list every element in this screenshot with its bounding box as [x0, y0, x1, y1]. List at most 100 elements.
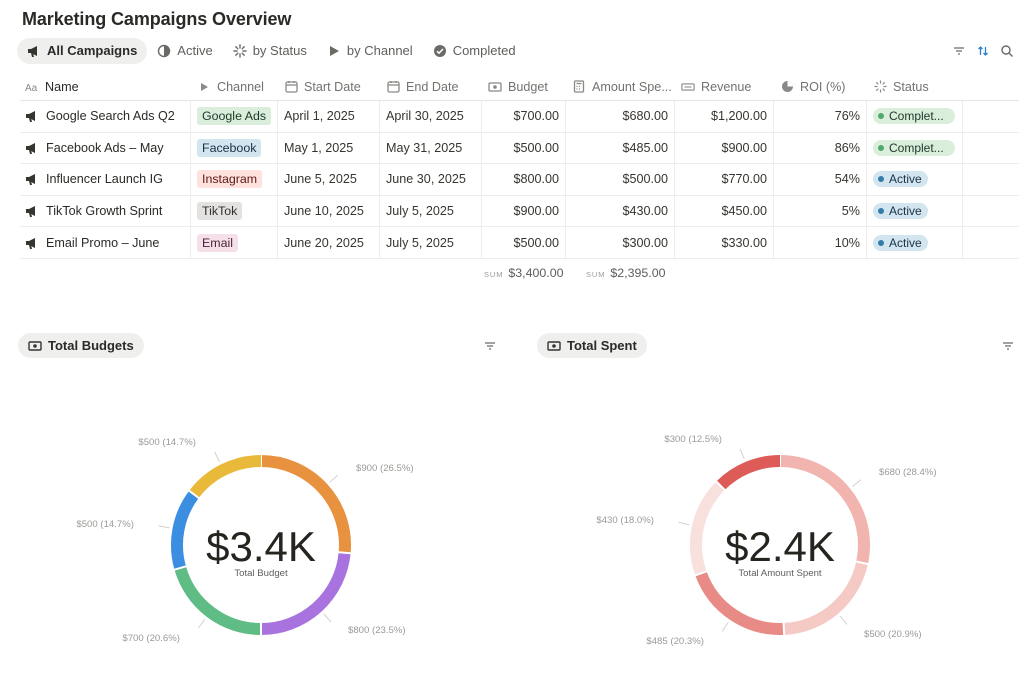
cell-channel[interactable]: Facebook [191, 132, 278, 164]
donut-slice[interactable] [171, 490, 199, 570]
tab-active[interactable]: Active [147, 38, 222, 64]
cell-status[interactable]: Active [867, 227, 963, 258]
donut-slice[interactable] [189, 455, 262, 499]
cell-budget[interactable]: $500.00 [482, 132, 566, 164]
cell-end-date[interactable]: June 30, 2025 [380, 164, 482, 195]
header-start-date[interactable]: Start Date [278, 73, 380, 100]
campaign-name: Facebook Ads – May [46, 140, 164, 155]
header-name[interactable]: Aa Name [25, 79, 79, 94]
cell-start-date[interactable]: May 1, 2025 [278, 132, 380, 164]
header-amount-spent[interactable]: Amount Spe... [566, 73, 675, 100]
cell-channel[interactable]: Google Ads [191, 101, 278, 132]
table-row[interactable]: Email Promo – June Email June 20, 2025 July… [20, 227, 1019, 259]
megaphone-icon [25, 109, 39, 123]
header-end-date[interactable]: End Date [380, 73, 482, 100]
tab-by-status[interactable]: by Status [223, 38, 317, 64]
cell-start-date[interactable]: June 5, 2025 [278, 164, 380, 195]
header-roi[interactable]: ROI (%) [774, 73, 867, 100]
header-status[interactable]: Status [867, 73, 963, 100]
cell-name[interactable]: Google Search Ads Q2 [20, 101, 191, 132]
search-icon[interactable] [999, 43, 1014, 58]
svg-text:Aa: Aa [25, 83, 38, 93]
cell-revenue[interactable]: $330.00 [675, 227, 774, 258]
cell-revenue[interactable]: $900.00 [675, 132, 774, 164]
table-row[interactable]: TikTok Growth Sprint TikTok June 10, 2025 J… [20, 195, 1019, 228]
donut-slice[interactable] [783, 561, 868, 635]
table-row[interactable]: Facebook Ads – May Facebook May 1, 2025 May… [20, 132, 1019, 165]
cell-status[interactable]: Complet... [867, 101, 963, 132]
donut-slice[interactable] [260, 455, 351, 554]
cell-amount-spent[interactable]: $485.00 [566, 132, 675, 164]
chart-tab-total-spent[interactable]: Total Spent [537, 333, 647, 358]
money-icon [488, 80, 502, 94]
cell-revenue[interactable]: $450.00 [675, 195, 774, 227]
header-revenue[interactable]: Revenue [675, 73, 774, 100]
cell-roi[interactable]: 10% [774, 227, 867, 258]
cell-start-date[interactable]: April 1, 2025 [278, 101, 380, 132]
status-property-icon [873, 80, 887, 94]
cell-budget[interactable]: $900.00 [482, 195, 566, 227]
tab-all-campaigns[interactable]: All Campaigns [17, 37, 148, 64]
cell-name[interactable]: TikTok Growth Sprint [20, 195, 191, 227]
select-property-icon [197, 80, 211, 94]
cell-name[interactable]: Influencer Launch IG [20, 164, 191, 195]
sort-icon[interactable] [975, 43, 990, 58]
cell-amount-spent[interactable]: $300.00 [566, 227, 675, 258]
cell-roi[interactable]: 5% [774, 195, 867, 227]
cell-channel[interactable]: TikTok [191, 195, 278, 227]
cell-name[interactable]: Facebook Ads – May [20, 132, 191, 164]
filter-icon[interactable] [1001, 339, 1015, 353]
cell-channel[interactable]: Email [191, 227, 278, 258]
megaphone-icon [25, 204, 39, 218]
cell-roi[interactable]: 76% [774, 101, 867, 132]
cell-status[interactable]: Active [867, 195, 963, 227]
header-budget[interactable]: Budget [482, 73, 566, 100]
cell-end-date[interactable]: July 5, 2025 [380, 195, 482, 227]
cell-amount-spent[interactable]: $430.00 [566, 195, 675, 227]
tab-completed[interactable]: Completed [423, 38, 526, 64]
donut-slice[interactable] [174, 566, 262, 635]
cell-roi[interactable]: 86% [774, 132, 867, 164]
tab-label: Active [177, 43, 213, 58]
cell-start-date[interactable]: June 10, 2025 [278, 195, 380, 227]
megaphone-icon [25, 172, 39, 186]
chart-tab-total-budgets[interactable]: Total Budgets [18, 333, 144, 358]
loader-icon [233, 43, 247, 58]
header-add-column[interactable] [963, 73, 1019, 100]
cell-empty[interactable] [963, 196, 1019, 227]
tab-label: Completed [452, 43, 516, 58]
cell-revenue[interactable]: $770.00 [675, 164, 774, 195]
cell-channel[interactable]: Instagram [191, 164, 278, 195]
tab-by-channel[interactable]: by Channel [317, 38, 423, 64]
cell-status[interactable]: Active [867, 164, 963, 195]
cell-budget[interactable]: $700.00 [482, 101, 566, 132]
filter-icon[interactable] [951, 43, 966, 58]
cell-budget[interactable]: $500.00 [482, 227, 566, 258]
donut-slice[interactable] [695, 571, 785, 635]
cell-budget[interactable]: $800.00 [482, 164, 566, 195]
donut-slice[interactable] [779, 455, 870, 565]
header-channel[interactable]: Channel [191, 73, 278, 100]
cell-roi[interactable]: 54% [774, 164, 867, 195]
filter-icon[interactable] [483, 339, 497, 353]
table-row[interactable]: Google Search Ads Q2 Google Ads April 1, 2… [20, 101, 1019, 133]
cell-amount-spent[interactable]: $500.00 [566, 164, 675, 195]
donut-slice[interactable] [690, 481, 725, 576]
donut-slice[interactable] [716, 455, 781, 491]
status-badge: Complet... [873, 139, 955, 156]
cell-empty[interactable] [963, 133, 1019, 164]
cell-empty[interactable] [963, 164, 1019, 195]
cell-start-date[interactable]: June 20, 2025 [278, 227, 380, 258]
slice-label: $300 (12.5%) [664, 434, 722, 445]
donut-slice[interactable] [260, 552, 351, 635]
cell-status[interactable]: Complet... [867, 132, 963, 164]
cell-revenue[interactable]: $1,200.00 [675, 101, 774, 132]
cell-end-date[interactable]: April 30, 2025 [380, 101, 482, 132]
cell-end-date[interactable]: July 5, 2025 [380, 227, 482, 258]
cell-amount-spent[interactable]: $680.00 [566, 101, 675, 132]
cell-empty[interactable] [963, 227, 1019, 258]
table-row[interactable]: Influencer Launch IG Instagram June 5, 202… [20, 164, 1019, 196]
cell-name[interactable]: Email Promo – June [20, 227, 191, 258]
cell-empty[interactable] [963, 101, 1019, 132]
cell-end-date[interactable]: May 31, 2025 [380, 132, 482, 164]
